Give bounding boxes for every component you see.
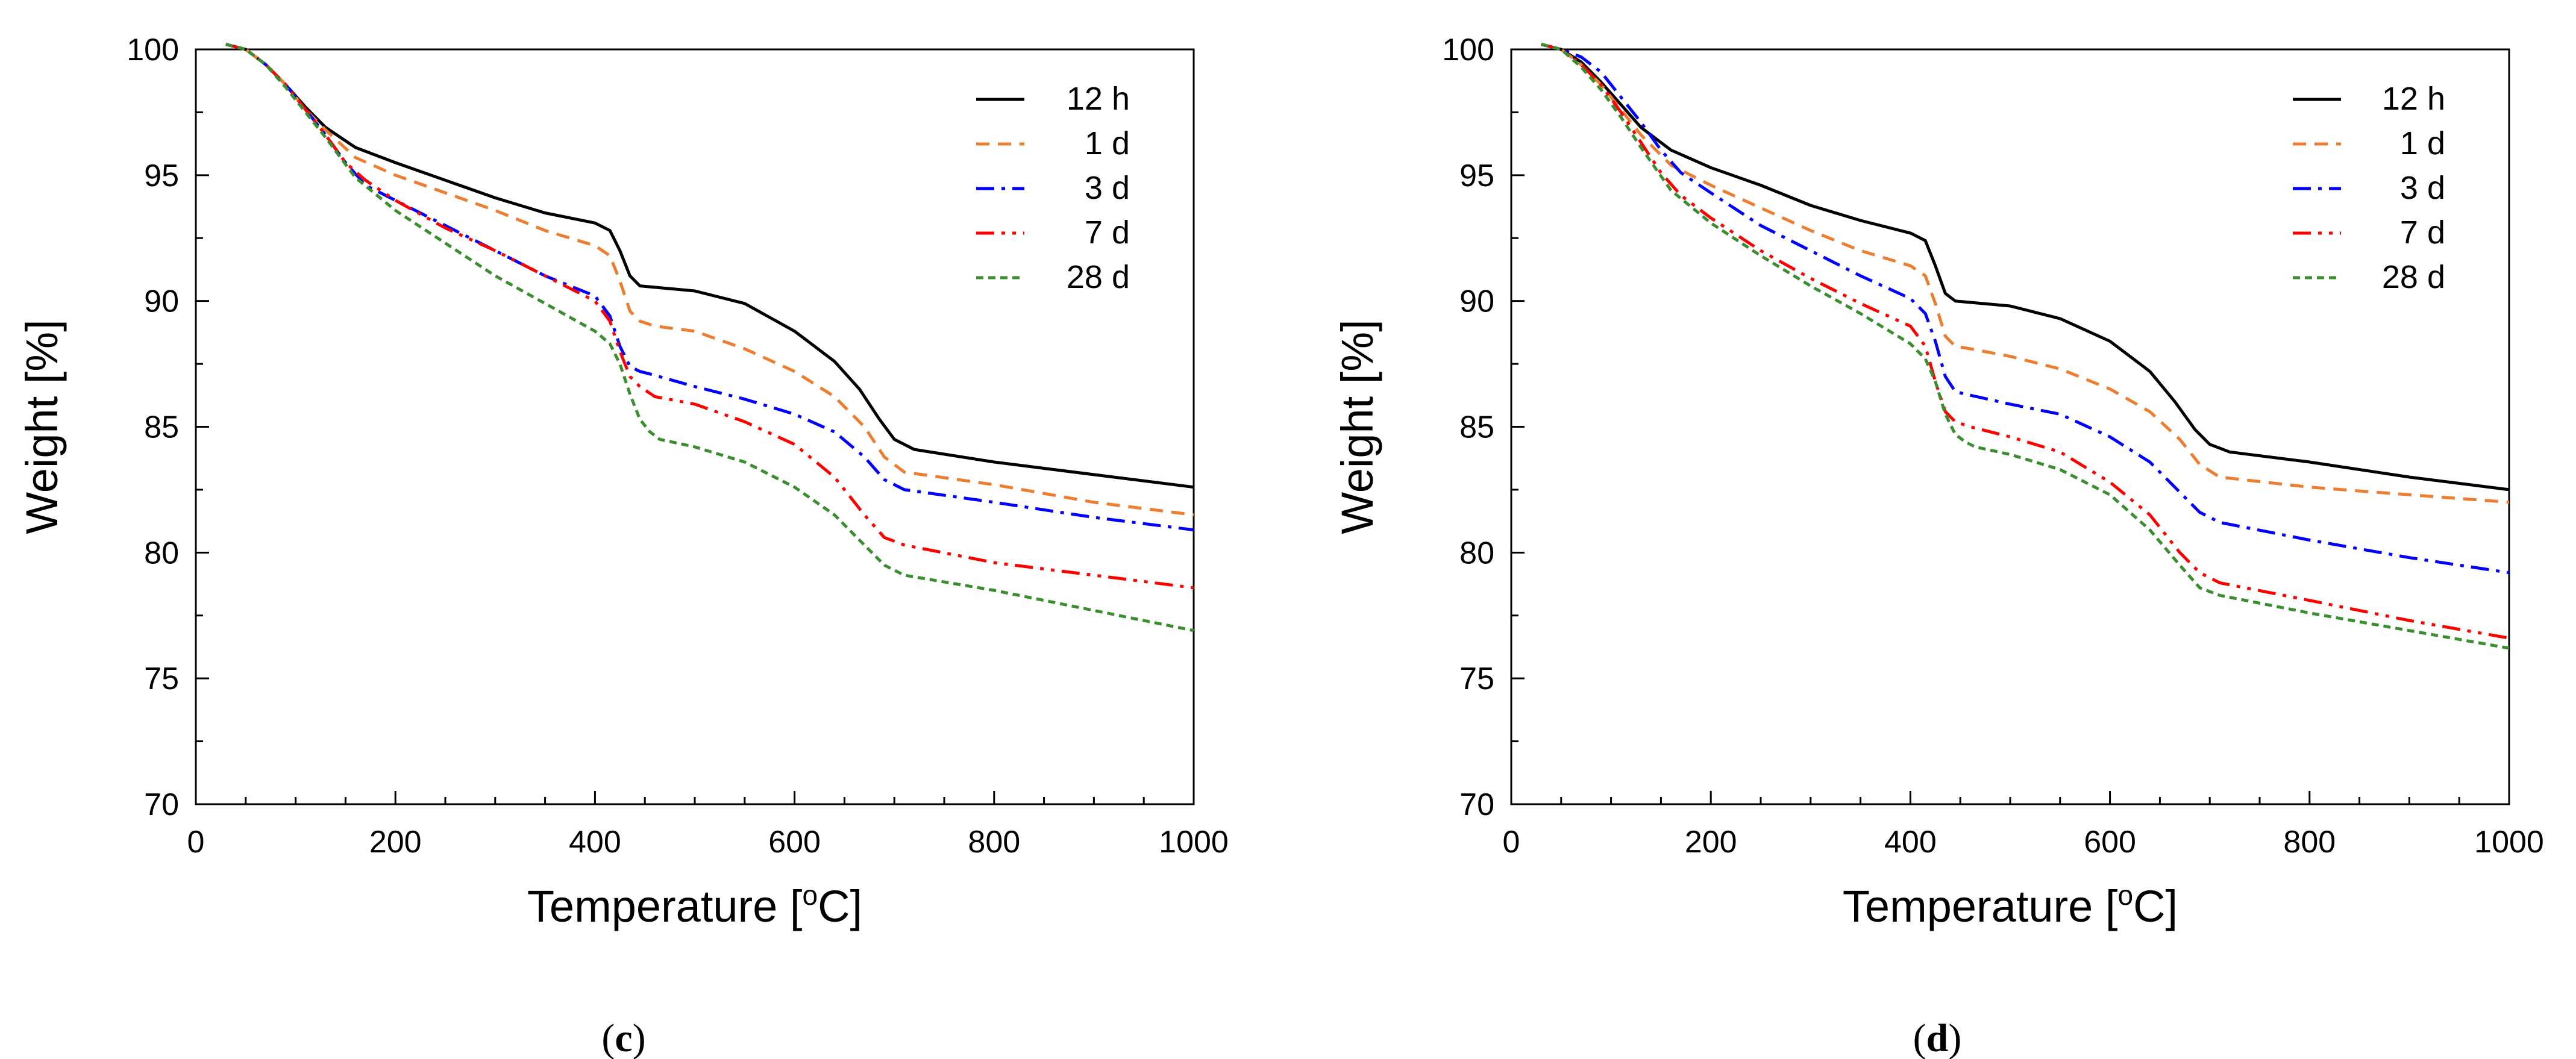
panel-caption: (d) xyxy=(1913,1016,1962,1059)
x-tick-label: 400 xyxy=(569,825,621,860)
legend-label: 7 d xyxy=(2400,214,2445,251)
series-line-28-d xyxy=(225,43,1194,633)
y-tick-label: 75 xyxy=(144,661,179,696)
y-tick-label: 90 xyxy=(1459,284,1494,319)
x-tick-label: 200 xyxy=(1685,825,1737,860)
series-line-12-h xyxy=(225,43,1194,489)
legend-label: 1 d xyxy=(2400,125,2445,161)
y-tick-label: 100 xyxy=(127,33,179,67)
x-axis-title: Temperature [oC] xyxy=(527,879,862,931)
y-tick-label: 85 xyxy=(144,410,179,445)
y-tick-label: 80 xyxy=(144,536,179,570)
legend-label: 28 d xyxy=(2382,259,2445,295)
series-line-1-d xyxy=(225,43,1194,517)
caption-open: ( xyxy=(1913,1016,1926,1059)
x-axis-title: Temperature [oC] xyxy=(1843,879,2178,931)
y-axis-title: Weight [%] xyxy=(1332,319,1382,534)
x-axis-title-unit: C] xyxy=(818,881,862,931)
caption-letter: c xyxy=(615,1016,632,1059)
panel-caption: (c) xyxy=(601,1016,645,1059)
series-line-1-d xyxy=(1541,43,2510,504)
caption-letter: d xyxy=(1926,1016,1949,1059)
caption-close: ) xyxy=(1948,1016,1961,1059)
plot-frame xyxy=(1510,48,2510,805)
x-tick-label: 1000 xyxy=(2474,825,2544,860)
y-tick-label: 95 xyxy=(144,158,179,193)
series-line-3-d xyxy=(225,43,1194,532)
y-tick-label: 95 xyxy=(1459,158,1494,193)
legend-label: 3 d xyxy=(1085,170,1130,206)
legend-label: 1 d xyxy=(1085,125,1130,161)
legend-label: 12 h xyxy=(1067,81,1130,117)
x-axis-title-main: Temperature [ xyxy=(527,881,803,931)
legend-label: 3 d xyxy=(2400,170,2445,206)
x-axis-title-main: Temperature [ xyxy=(1843,881,2118,931)
series-line-7-d xyxy=(225,43,1194,590)
x-tick-label: 800 xyxy=(968,825,1020,860)
x-tick-label: 800 xyxy=(2283,825,2336,860)
series-line-7-d xyxy=(1541,43,2510,640)
legend-label: 12 h xyxy=(2382,81,2445,117)
x-tick-label: 600 xyxy=(768,825,821,860)
x-tick-label: 200 xyxy=(369,825,422,860)
caption-close: ) xyxy=(633,1016,646,1059)
y-tick-label: 90 xyxy=(144,284,179,319)
x-tick-label: 1000 xyxy=(1159,825,1229,860)
x-tick-label: 0 xyxy=(1503,825,1520,860)
y-axis-title: Weight [%] xyxy=(17,319,67,534)
y-tick-label: 80 xyxy=(1459,536,1494,570)
x-axis-title-unit: C] xyxy=(2133,881,2178,931)
y-tick-label: 70 xyxy=(1459,787,1494,822)
legend-label: 28 d xyxy=(1067,259,1130,295)
series-line-12-h xyxy=(1541,43,2510,492)
x-axis-title-degree: o xyxy=(2117,879,2133,911)
series-line-28-d xyxy=(1541,43,2510,650)
x-tick-label: 600 xyxy=(2084,825,2136,860)
series-line-3-d xyxy=(1541,43,2510,575)
x-tick-label: 400 xyxy=(1884,825,1937,860)
y-tick-label: 100 xyxy=(1442,33,1494,67)
x-axis-title-degree: o xyxy=(802,879,818,911)
y-tick-label: 75 xyxy=(1459,661,1494,696)
x-tick-label: 0 xyxy=(187,825,205,860)
y-tick-label: 85 xyxy=(1459,410,1494,445)
caption-open: ( xyxy=(601,1016,615,1059)
y-tick-label: 70 xyxy=(144,787,179,822)
legend-label: 7 d xyxy=(1085,214,1130,251)
